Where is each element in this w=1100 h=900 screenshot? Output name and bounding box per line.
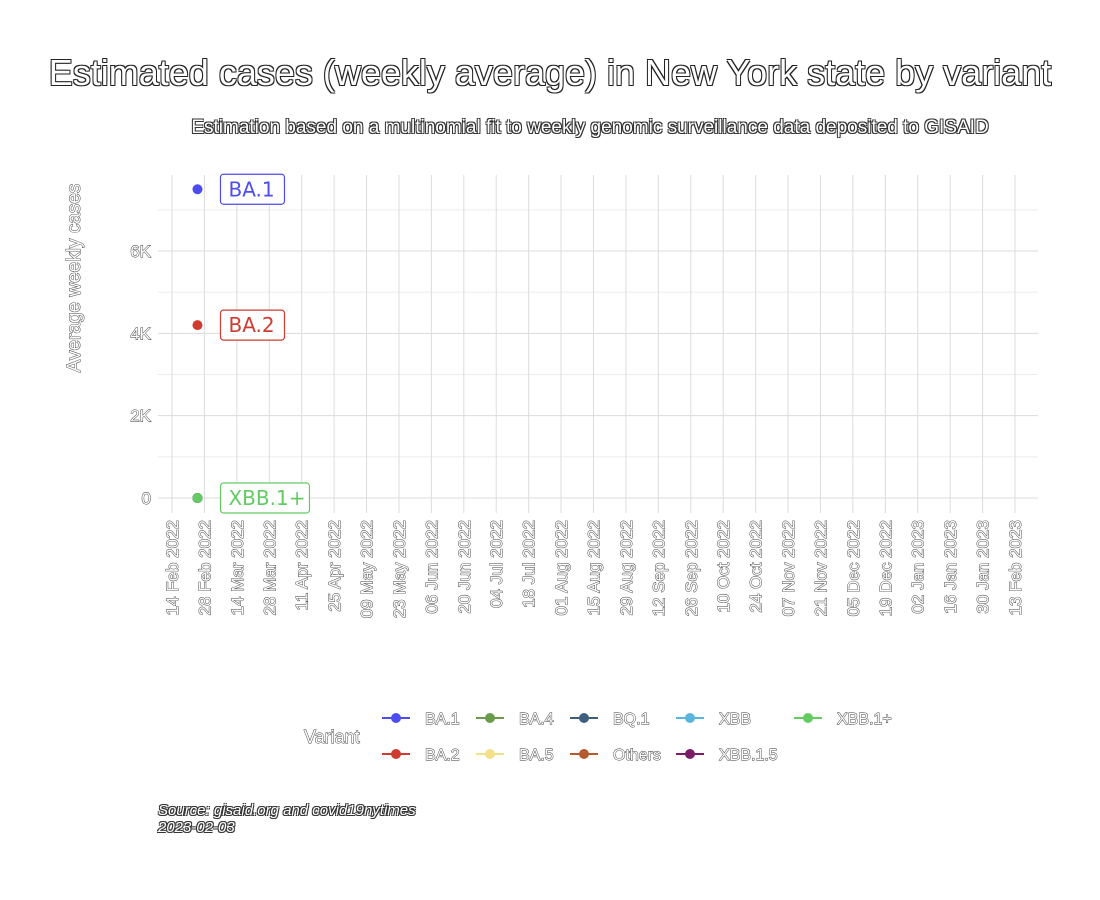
legend-item-bq-1: BQ.1: [570, 711, 650, 728]
series-label-text: BA.2: [228, 313, 274, 337]
legend-key-icon: [391, 713, 401, 723]
legend-label: XBB.1.5: [719, 747, 778, 764]
x-tick-label: 21 Nov 2022: [811, 520, 830, 616]
x-tick-label: 04 Jul 2022: [487, 520, 506, 608]
legend-label: BA.2: [425, 747, 460, 764]
data-point-ba-5: [192, 493, 203, 503]
x-tick-label: 25 Apr 2022: [325, 520, 344, 612]
legend-key-icon: [685, 749, 695, 759]
series-label-xbb-1-: XBB.1+: [219, 482, 311, 514]
legend-key-icon: [803, 713, 813, 723]
y-tick-label: 6K: [130, 242, 151, 261]
y-tick-label: 2K: [130, 407, 151, 426]
y-tick-label: 0: [142, 489, 151, 508]
x-tick-label: 18 Jul 2022: [520, 520, 539, 608]
x-tick-label: 29 Aug 2022: [617, 520, 636, 615]
legend-item-xbb-1-: XBB.1+: [794, 711, 892, 728]
data-points: [192, 184, 203, 503]
x-tick-label: 24 Oct 2022: [747, 520, 766, 613]
x-tick-label: 26 Sep 2022: [682, 520, 701, 616]
x-tick-label: 10 Oct 2022: [714, 520, 733, 613]
x-tick-label: 12 Sep 2022: [649, 520, 668, 616]
data-point-bq-1: [192, 493, 203, 503]
legend-item-ba-4: BA.4: [476, 711, 554, 728]
series-label-ba-2: BA.2: [219, 309, 286, 341]
x-tick-label: 14 Feb 2022: [163, 520, 182, 615]
x-tick-label: 09 May 2022: [358, 520, 377, 618]
legend-item-ba-5: BA.5: [476, 747, 554, 764]
series-labels: BA.1 BA.2 XBB.1+: [219, 173, 311, 514]
legend-item-ba-1: BA.1: [382, 711, 460, 728]
data-point-xbb-1-: [192, 493, 203, 503]
grid-lines: [158, 175, 1038, 513]
x-tick-label: 11 Apr 2022: [293, 520, 312, 610]
y-axis-label: Average weekly cases: [64, 184, 85, 373]
y-tick-label: 4K: [130, 324, 151, 343]
legend-key-icon: [485, 713, 495, 723]
legend-label: XBB.1+: [837, 711, 892, 728]
x-tick-label: 15 Aug 2022: [585, 520, 604, 615]
legend-item-ba-2: BA.2: [382, 747, 460, 764]
legend-key-icon: [485, 749, 495, 759]
data-point-xbb: [192, 493, 203, 503]
data-point-ba-4: [192, 493, 203, 503]
series-label-text: BA.1: [228, 177, 274, 201]
legend-key-icon: [579, 749, 589, 759]
y-axis-ticks: 0 2K 4K 6K: [130, 242, 152, 509]
legend-key-icon: [685, 713, 695, 723]
legend-key-icon: [579, 713, 589, 723]
data-point-ba-1: [192, 184, 203, 195]
chart-subtitle: Estimation based on a multinomial fit to…: [191, 117, 989, 138]
legend-title: Variant: [304, 727, 360, 747]
legend-label: BA.1: [425, 711, 460, 728]
x-tick-label: 01 Aug 2022: [552, 520, 571, 615]
legend-item-xbb: XBB: [676, 711, 751, 728]
x-tick-label: 30 Jan 2023: [974, 520, 993, 614]
legend-label: BA.5: [519, 747, 554, 764]
legend: Variant BA.1 BA.4 BQ.1 XBB XBB.1+ BA.2 BA.5 Oth…: [304, 711, 893, 765]
x-tick-label: 05 Dec 2022: [844, 520, 863, 616]
x-tick-label: 07 Nov 2022: [779, 520, 798, 616]
legend-label: BA.4: [519, 711, 554, 728]
x-tick-label: 13 Feb 2023: [1006, 520, 1025, 615]
series-label-ba-1: BA.1: [219, 173, 286, 205]
data-point-others: [192, 493, 203, 503]
series-label-text: XBB.1+: [228, 486, 305, 510]
source-date: 2023-02-03: [158, 819, 235, 836]
x-tick-label: 19 Dec 2022: [876, 520, 895, 616]
x-tick-label: 02 Jan 2023: [909, 520, 928, 614]
legend-label: XBB: [719, 711, 751, 728]
x-tick-label: 06 Jun 2022: [422, 520, 441, 614]
legend-key-icon: [391, 749, 401, 759]
x-tick-label: 28 Feb 2022: [195, 520, 214, 615]
source-text: Source: gisaid.org and covid19nytimes: [158, 802, 416, 819]
data-point-ba-2: [192, 320, 203, 331]
x-tick-label: 23 May 2022: [390, 520, 409, 618]
data-point-xbb-1-5: [192, 493, 203, 503]
x-tick-label: 20 Jun 2022: [455, 520, 474, 614]
legend-item-xbb-1-5: XBB.1.5: [676, 747, 778, 764]
x-axis-ticks: 14 Feb 2022 28 Feb 2022 14 Mar 2022 28 Mar …: [163, 520, 1026, 619]
source-note: Source: gisaid.org and covid19nytimes 20…: [158, 802, 416, 836]
legend-label: Others: [613, 747, 661, 764]
x-tick-label: 16 Jan 2023: [941, 520, 960, 614]
legend-item-others: Others: [570, 747, 661, 764]
x-tick-label: 14 Mar 2022: [228, 520, 247, 615]
legend-label: BQ.1: [613, 711, 650, 728]
chart-title: Estimated cases (weekly average) in New …: [48, 52, 1052, 93]
x-tick-label: 28 Mar 2022: [260, 520, 279, 615]
